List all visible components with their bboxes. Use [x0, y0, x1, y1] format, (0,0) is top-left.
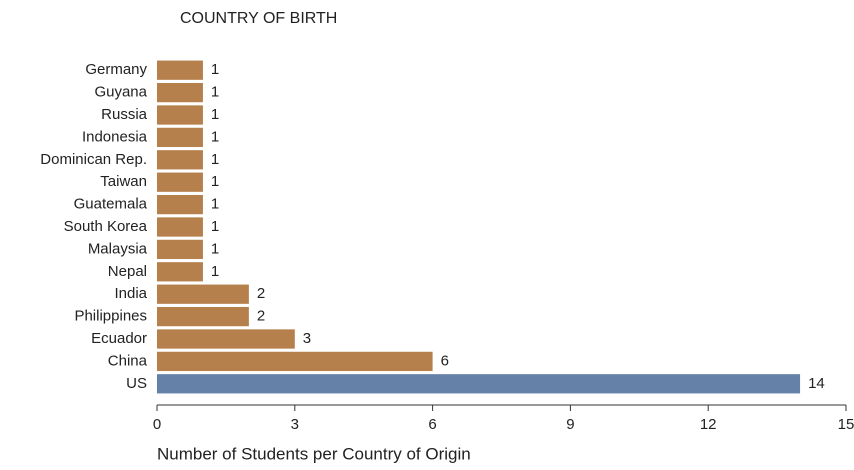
bar — [157, 82, 203, 103]
bar — [157, 172, 203, 192]
y-tick-label: Guyana — [94, 84, 147, 101]
value-label: 1 — [211, 84, 219, 101]
y-tick-label: Guatemala — [74, 196, 148, 213]
bar — [157, 217, 203, 237]
y-tick-label: Dominican Rep. — [40, 151, 147, 168]
value-label: 1 — [211, 196, 219, 213]
bar — [157, 329, 295, 349]
y-tick-label: US — [126, 375, 147, 392]
y-tick-label: India — [114, 285, 147, 302]
bar — [157, 60, 203, 80]
y-tick-label: Nepal — [108, 263, 147, 280]
x-tick-label: 12 — [700, 416, 717, 433]
y-tick-label: China — [108, 352, 148, 369]
y-tick-label: South Korea — [64, 218, 148, 235]
y-tick-label: Germany — [85, 61, 147, 78]
value-label: 3 — [303, 330, 311, 347]
value-label: 6 — [441, 352, 449, 369]
y-tick-label: Malaysia — [88, 240, 148, 257]
bar — [157, 105, 203, 125]
x-tick-label: 9 — [566, 416, 574, 433]
bar — [157, 351, 433, 372]
value-label: 1 — [211, 106, 219, 123]
chart-title: COUNTRY OF BIRTH — [180, 10, 337, 27]
value-label: 1 — [211, 151, 219, 168]
value-label: 1 — [211, 240, 219, 257]
value-label: 1 — [211, 173, 219, 190]
x-axis-label: Number of Students per Country of Origin — [157, 444, 471, 463]
bar — [157, 194, 203, 215]
bar — [157, 239, 203, 260]
value-label: 1 — [211, 263, 219, 280]
bar — [157, 262, 203, 282]
value-label: 1 — [211, 61, 219, 78]
x-tick-label: 15 — [838, 416, 854, 433]
value-label: 14 — [808, 375, 825, 392]
y-tick-label: Ecuador — [91, 330, 147, 347]
bar — [157, 374, 801, 394]
value-label: 2 — [257, 285, 265, 302]
y-tick-label: Indonesia — [82, 128, 148, 145]
x-tick-label: 6 — [428, 416, 436, 433]
bar — [157, 284, 249, 304]
x-tick-label: 3 — [291, 416, 299, 433]
bar — [157, 150, 203, 170]
bar — [157, 127, 203, 148]
value-label: 1 — [211, 128, 219, 145]
y-tick-label: Russia — [101, 106, 148, 123]
y-tick-label: Philippines — [74, 308, 147, 325]
value-label: 2 — [257, 308, 265, 325]
value-label: 1 — [211, 218, 219, 235]
bar — [157, 306, 249, 327]
y-tick-label: Taiwan — [100, 173, 147, 190]
x-tick-label: 0 — [153, 416, 161, 433]
